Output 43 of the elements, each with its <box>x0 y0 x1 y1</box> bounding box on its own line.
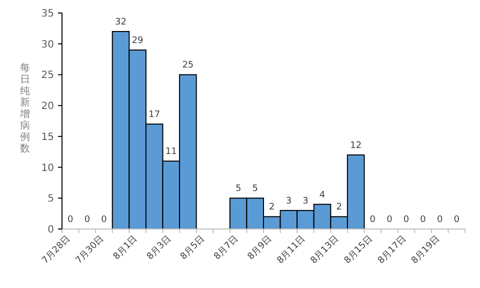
data-label: 3 <box>302 196 308 206</box>
data-label: 29 <box>132 36 144 46</box>
data-label: 0 <box>68 215 74 225</box>
x-tick-label: 8月17日 <box>376 234 408 266</box>
data-label: 5 <box>252 184 258 194</box>
data-label: 17 <box>148 110 160 120</box>
data-label: 0 <box>436 215 443 225</box>
x-tick-label: 8月5日 <box>178 234 207 262</box>
data-label: 32 <box>115 18 126 28</box>
y-tick-label: 30 <box>41 39 54 50</box>
data-label: 0 <box>420 215 426 225</box>
y-tick-label: 15 <box>41 132 54 143</box>
x-tick-label: 8月13日 <box>309 234 342 266</box>
y-tick-label: 20 <box>41 101 54 112</box>
x-tick-label: 8月15日 <box>342 234 375 266</box>
data-label: 2 <box>336 202 342 213</box>
data-label: 5 <box>235 184 242 194</box>
y-tick-label: 0 <box>48 224 54 236</box>
data-label: 25 <box>182 60 194 71</box>
x-tick-label: 8月3日 <box>145 234 174 262</box>
y-tick-label: 35 <box>41 8 54 20</box>
y-tick-label: 5 <box>48 194 54 205</box>
data-label: 4 <box>319 190 326 200</box>
data-label: 0 <box>454 215 460 225</box>
x-tick-label: 7月30日 <box>74 234 106 266</box>
y-tick-label: 10 <box>41 162 54 174</box>
data-label: 3 <box>286 196 292 206</box>
x-tick-label: 7月28日 <box>40 234 73 266</box>
data-label: 0 <box>370 215 376 225</box>
x-tick-label: 8月1日 <box>112 234 140 262</box>
x-tick-label: 8月11日 <box>276 234 308 266</box>
data-label: 0 <box>403 215 410 225</box>
x-tick-label: 8月9日 <box>246 234 274 262</box>
data-label: 0 <box>101 215 108 225</box>
y-axis-title: 每日纯新增病例数 <box>19 62 30 154</box>
data-label: 0 <box>84 215 90 225</box>
data-label: 2 <box>269 202 275 213</box>
data-label: 11 <box>165 147 177 158</box>
data-label: 0 <box>386 215 393 225</box>
x-tick-label: 8月19日 <box>410 234 442 266</box>
y-tick-label: 25 <box>41 70 54 82</box>
x-tick-label: 8月7日 <box>212 234 240 262</box>
data-label: 12 <box>350 140 362 151</box>
